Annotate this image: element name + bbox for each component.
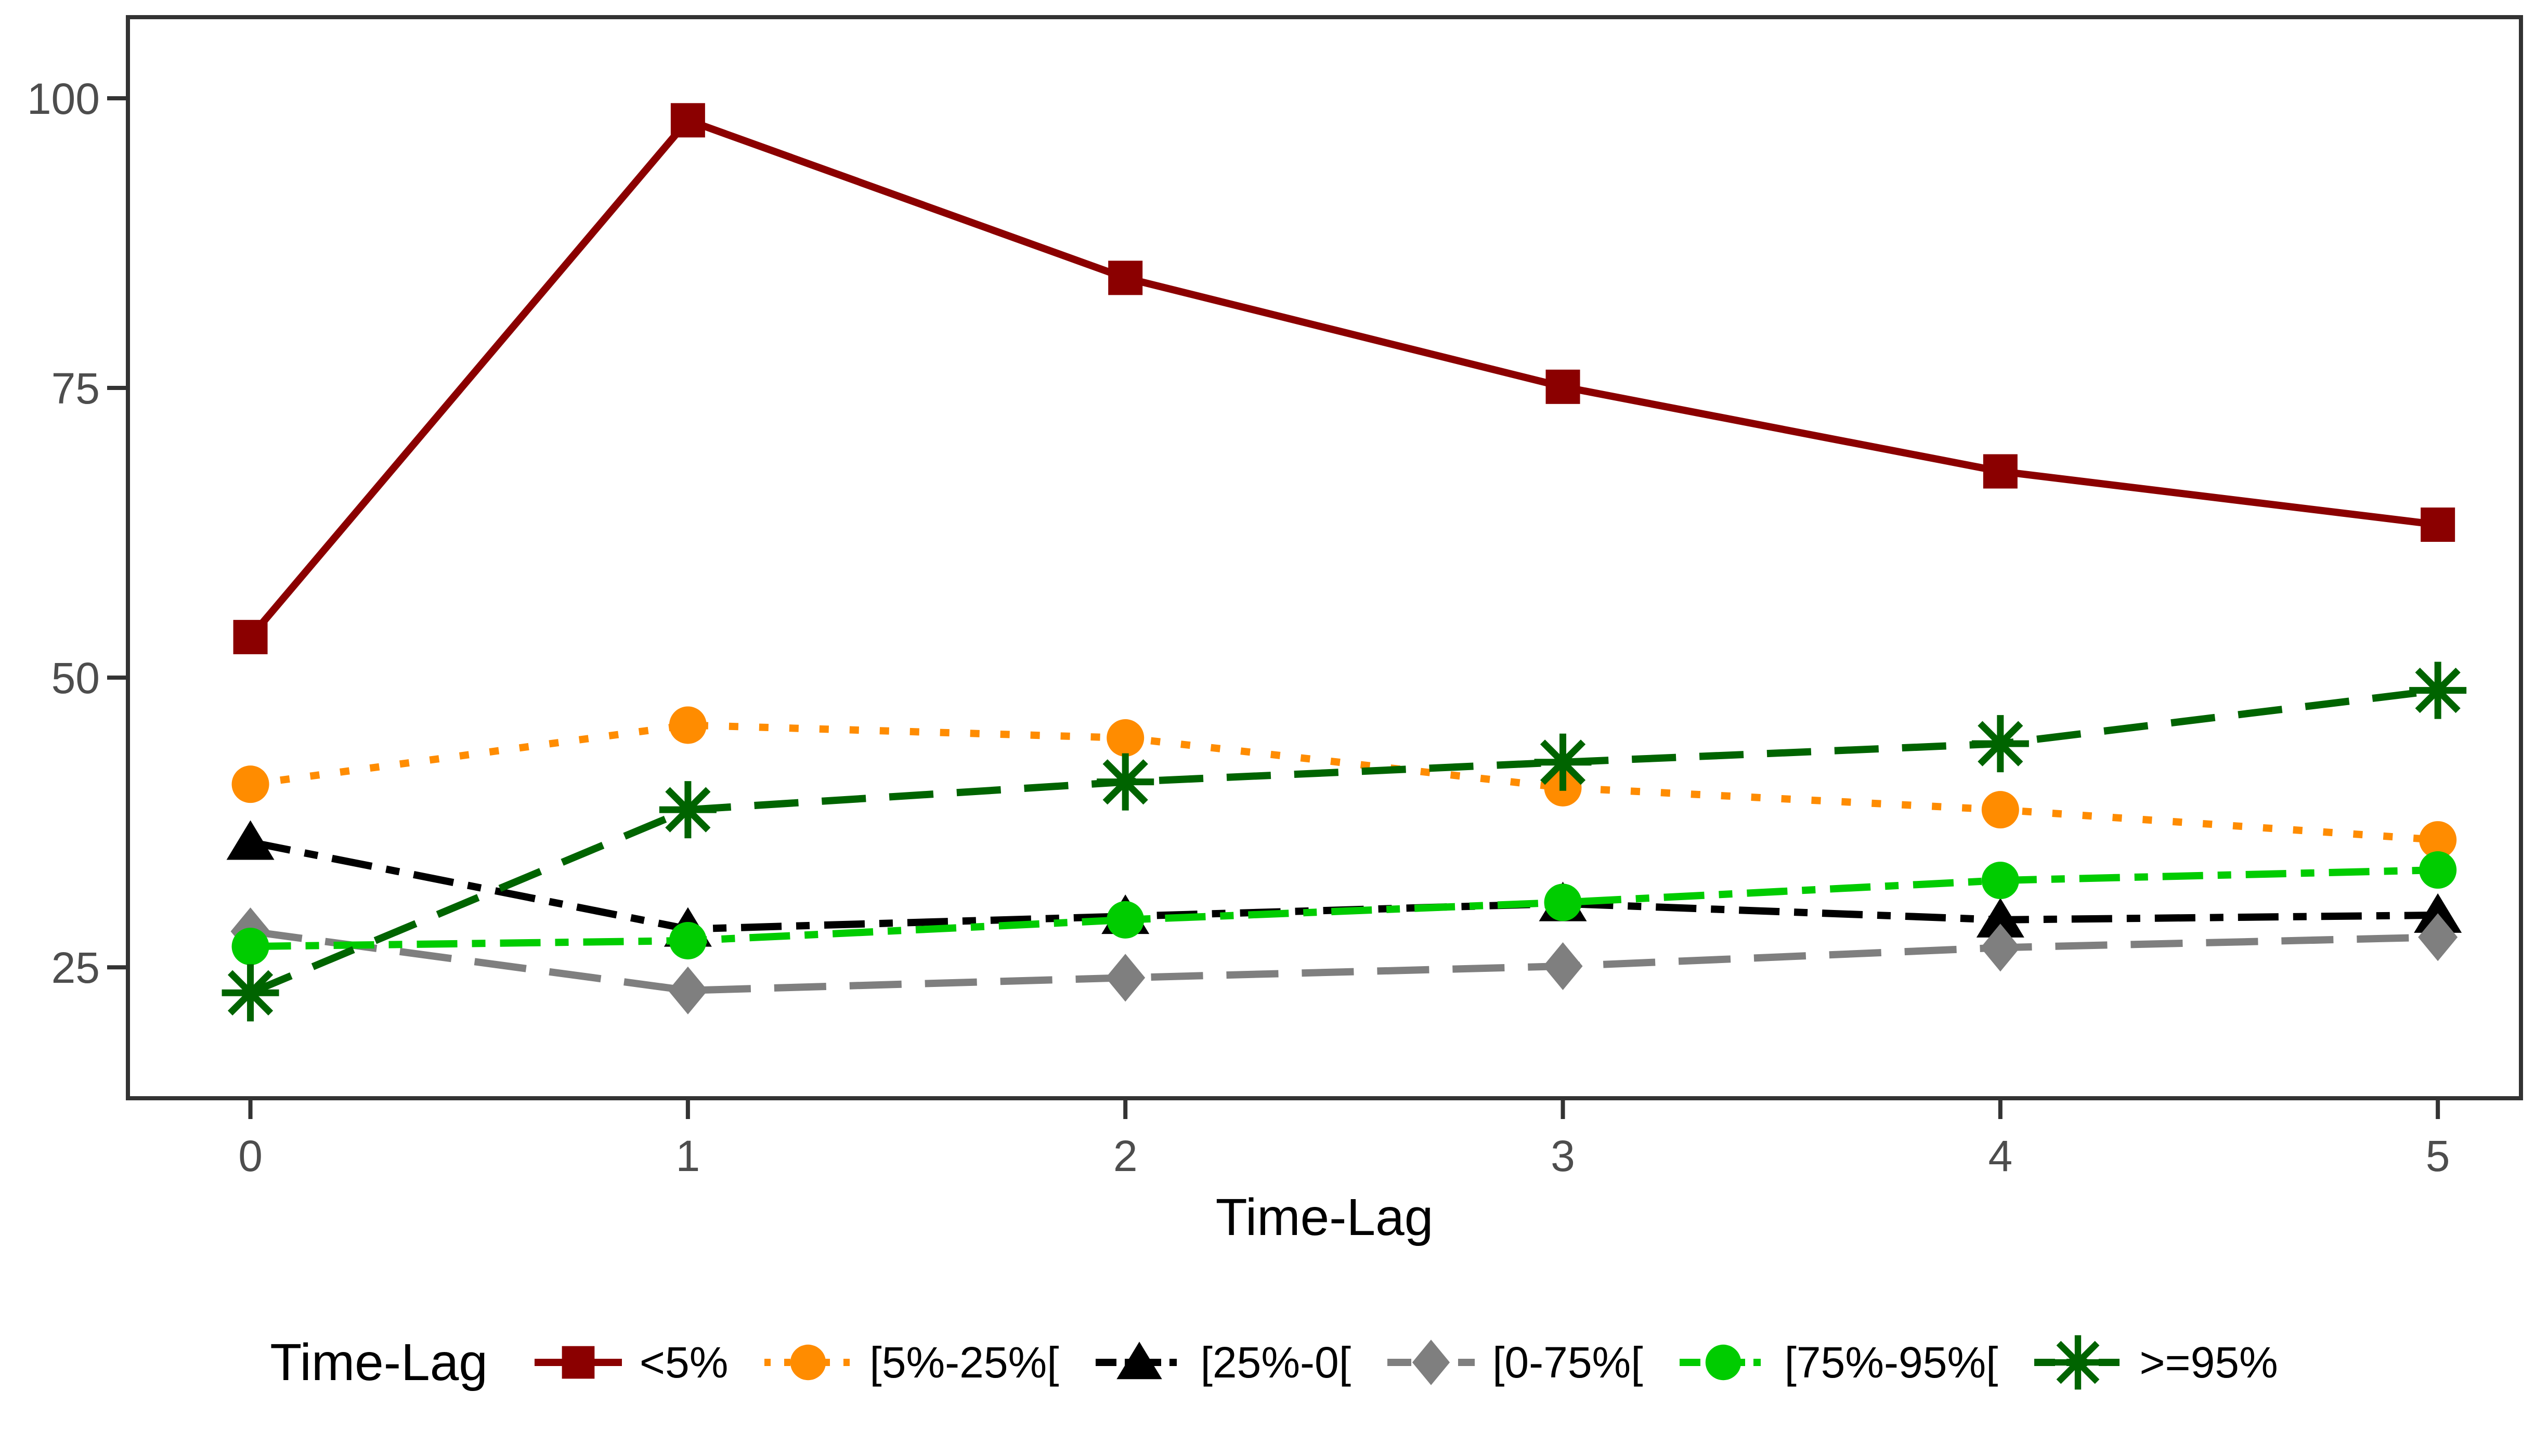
y-tick-label: 75 xyxy=(51,364,100,413)
marker-circle xyxy=(1544,883,1582,921)
marker-circle xyxy=(790,1344,826,1381)
legend-key-icon xyxy=(764,1344,852,1381)
marker-triangle xyxy=(1976,898,2024,938)
legend-label: [25%-0[ xyxy=(1200,1337,1351,1387)
marker-asterisk xyxy=(2051,1335,2105,1390)
legend-key-icon xyxy=(2034,1335,2122,1390)
legend-item-5: >=95% xyxy=(2031,1329,2278,1396)
legend-label: [75%-95%[ xyxy=(1784,1337,1998,1387)
marker-circle xyxy=(231,765,269,803)
marker-asterisk xyxy=(2409,661,2467,719)
series-line xyxy=(250,721,2438,844)
legend-item-1: [5%-25%[ xyxy=(761,1329,1059,1396)
series-line xyxy=(250,866,2438,951)
legend-label: <5% xyxy=(639,1337,729,1387)
series-line xyxy=(248,116,2438,640)
line-chart: 25 50 75 100 0 1 2 3 4 5 Time-Lag xyxy=(27,15,2523,1246)
legend-label: [5%-25%[ xyxy=(869,1337,1059,1387)
marker-circle xyxy=(2419,821,2457,859)
marker-diamond xyxy=(1412,1340,1450,1385)
marker-circle xyxy=(1705,1344,1741,1381)
x-tick-label: 1 xyxy=(676,1132,700,1180)
marker-circle xyxy=(2419,851,2457,889)
series-3 xyxy=(230,907,2458,1015)
x-tick-label: 0 xyxy=(238,1132,263,1180)
marker-square xyxy=(562,1346,595,1379)
marker-circle xyxy=(1981,791,2019,829)
marker-circle xyxy=(1107,719,1145,757)
marker-circle xyxy=(1981,862,2019,900)
marker-diamond xyxy=(1543,942,1583,990)
marker-triangle xyxy=(2414,893,2462,933)
marker-square xyxy=(670,103,705,138)
legend-key-icon xyxy=(534,1346,622,1379)
legend-item-0: <5% xyxy=(531,1329,728,1396)
marker-square xyxy=(1545,369,1580,404)
legend: Time-Lag <5% [5%-25%[ [25%-0[ [0-75%[ [75%-9… xyxy=(0,1305,2548,1420)
marker-circle xyxy=(231,928,269,966)
y-tick-label: 25 xyxy=(51,943,100,992)
legend-item-2: [25%-0[ xyxy=(1093,1329,1351,1396)
marker-circle xyxy=(669,921,707,959)
marker-square xyxy=(233,620,268,655)
legend-item-4: [75%-95%[ xyxy=(1676,1329,1998,1396)
series-line xyxy=(250,928,2438,994)
legend-label: >=95% xyxy=(2139,1337,2278,1387)
legend-label: [0-75%[ xyxy=(1492,1337,1643,1387)
y-tick-label: 50 xyxy=(51,654,100,703)
plot-panel xyxy=(126,15,2523,1100)
marker-asterisk xyxy=(1971,715,2029,773)
legend-key-icon xyxy=(1679,1344,1767,1381)
legend-key-icon xyxy=(1095,1342,1183,1380)
y-tick-label: 100 xyxy=(27,74,100,123)
marker-diamond xyxy=(668,966,708,1015)
legend-title: Time-Lag xyxy=(270,1333,488,1392)
y-axis-ticks: 25 50 75 100 xyxy=(27,74,128,992)
series-2 xyxy=(226,820,2462,947)
marker-diamond xyxy=(2418,913,2458,961)
marker-triangle xyxy=(226,820,275,860)
x-tick-label: 2 xyxy=(1113,1132,1138,1180)
x-axis-title: Time-Lag xyxy=(1216,1188,1434,1246)
series-layer xyxy=(222,103,2467,1022)
marker-asterisk xyxy=(659,781,717,839)
x-axis-ticks: 0 1 2 3 4 5 xyxy=(238,1098,2450,1180)
series-line xyxy=(249,686,2438,996)
series-4 xyxy=(231,851,2457,966)
marker-triangle xyxy=(1116,1342,1162,1380)
x-tick-label: 5 xyxy=(2426,1132,2450,1180)
marker-circle xyxy=(669,706,707,744)
series-1 xyxy=(231,706,2457,859)
marker-square xyxy=(2421,507,2455,542)
marker-asterisk xyxy=(1534,733,1592,791)
x-tick-label: 4 xyxy=(1988,1132,2012,1180)
series-0 xyxy=(233,103,2455,655)
legend-key-icon xyxy=(1387,1340,1475,1385)
legend-item-3: [0-75%[ xyxy=(1384,1329,1643,1396)
marker-asterisk xyxy=(222,964,279,1022)
marker-diamond xyxy=(1106,954,1146,1002)
marker-diamond xyxy=(1980,924,2020,972)
marker-square xyxy=(1983,454,2018,489)
marker-circle xyxy=(1107,901,1145,939)
marker-asterisk xyxy=(1097,753,1154,811)
marker-square xyxy=(1108,261,1143,295)
x-tick-label: 3 xyxy=(1551,1132,1575,1180)
series-5 xyxy=(222,661,2467,1022)
